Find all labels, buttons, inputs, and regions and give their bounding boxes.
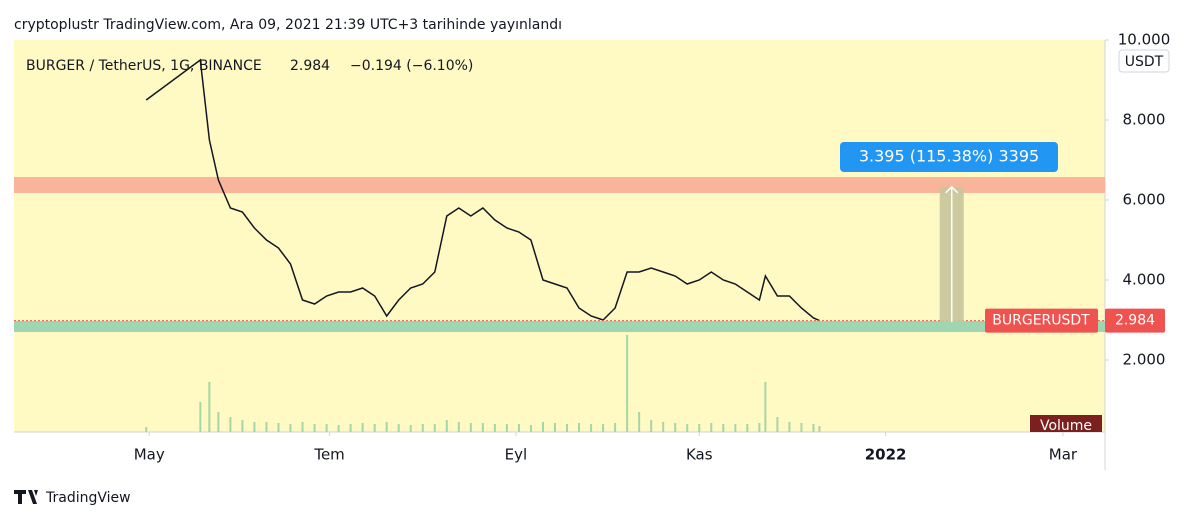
volume-bar	[397, 424, 400, 432]
volume-bar	[674, 423, 677, 432]
volume-bar	[710, 423, 713, 432]
zone	[14, 177, 1105, 193]
logo	[14, 490, 38, 504]
volume-bar	[361, 423, 364, 432]
volume-bar	[301, 422, 304, 432]
volume-bar	[253, 422, 256, 432]
volume-bar	[493, 424, 496, 432]
volume-bar	[686, 424, 689, 432]
volume-bar	[145, 427, 148, 432]
volume-bar	[349, 424, 352, 432]
x-tick-label: Tem	[313, 446, 344, 464]
volume-bar	[812, 424, 815, 432]
volume-bar	[758, 423, 761, 432]
legend-symbol: BURGER / TetherUS, 1G, BINANCE	[26, 58, 262, 74]
ticker-box	[985, 308, 1098, 333]
plot-area	[14, 40, 1105, 432]
zone	[14, 321, 1105, 332]
volume-bar	[433, 424, 436, 432]
volume-bar	[313, 424, 316, 432]
y-tick-label: 10.000	[1118, 31, 1171, 49]
legend-change: −0.194 (−6.10%)	[350, 58, 473, 74]
volume-bar	[566, 424, 569, 432]
volume-bar	[650, 420, 653, 432]
volume-bar	[325, 424, 328, 432]
volume-bar	[421, 424, 424, 432]
volume-bar	[517, 424, 520, 432]
volume-bar	[373, 424, 376, 432]
volume-bar	[800, 423, 803, 432]
volume-bar	[722, 424, 725, 432]
volume-bar	[578, 423, 581, 432]
volume-bar	[241, 420, 244, 432]
measure-label: 3.395 (115.38%) 3395	[859, 147, 1039, 166]
volume-bar	[289, 424, 292, 432]
volume-bar	[265, 422, 268, 432]
volume-bar	[590, 424, 593, 432]
footer: TradingView	[45, 490, 131, 506]
volume-bar	[217, 412, 220, 432]
unit-box	[1118, 49, 1170, 73]
volume-bar	[529, 425, 532, 432]
x-tick-label: Mar	[1049, 446, 1078, 464]
x-tick-label: May	[134, 446, 165, 464]
volume-bar	[208, 382, 211, 432]
volume-bar	[602, 424, 605, 432]
volume-bar	[788, 422, 791, 432]
y-tick-label: 2.000	[1123, 351, 1166, 369]
plot	[14, 58, 1105, 432]
volume-bar	[764, 382, 767, 432]
volume-bar	[626, 335, 629, 432]
volume-bar	[277, 423, 280, 432]
volume-bar	[746, 424, 749, 432]
y-tick-label: 6.000	[1123, 191, 1166, 209]
volume-label: Volume	[1040, 418, 1092, 434]
volume-bar	[698, 424, 701, 432]
volume-bar	[734, 424, 737, 432]
volume-bar	[776, 417, 779, 432]
measure-arrow	[945, 185, 959, 322]
ticker-label: BURGERUSDT	[992, 313, 1090, 329]
volume-bar	[385, 422, 388, 432]
header: cryptoplustr TradingView.com, Ara 09, 20…	[14, 17, 562, 33]
volume-bar	[199, 402, 202, 432]
x-tick-label: Eyl	[505, 446, 528, 464]
volume-bar	[818, 426, 821, 432]
y-tick-label: 4.000	[1123, 271, 1166, 289]
volume-bar	[638, 412, 641, 432]
x-tick-label: 2022	[865, 446, 907, 464]
volume-bar	[229, 417, 232, 432]
volume-bar	[445, 420, 448, 432]
x-tick-label: Kas	[686, 446, 713, 464]
measure-label-box	[840, 142, 1058, 172]
unit-label: USDT	[1125, 54, 1164, 70]
volume-bar	[409, 425, 412, 432]
price-box	[1105, 308, 1165, 333]
volume-bar	[553, 423, 556, 432]
volume-label-box	[1030, 415, 1102, 432]
price-label: 2.984	[1115, 313, 1155, 329]
volume-bar	[481, 423, 484, 432]
volume-bar	[541, 422, 544, 432]
volume-bar	[505, 424, 508, 432]
legend-last: 2.984	[290, 58, 330, 74]
price-line	[145, 58, 820, 322]
volume-bar	[457, 422, 460, 432]
volume-bar	[337, 425, 340, 432]
volume-bar	[469, 423, 472, 432]
y-tick-label: 8.000	[1123, 111, 1166, 129]
volume-bar	[614, 423, 617, 432]
volume-bar	[662, 422, 665, 432]
